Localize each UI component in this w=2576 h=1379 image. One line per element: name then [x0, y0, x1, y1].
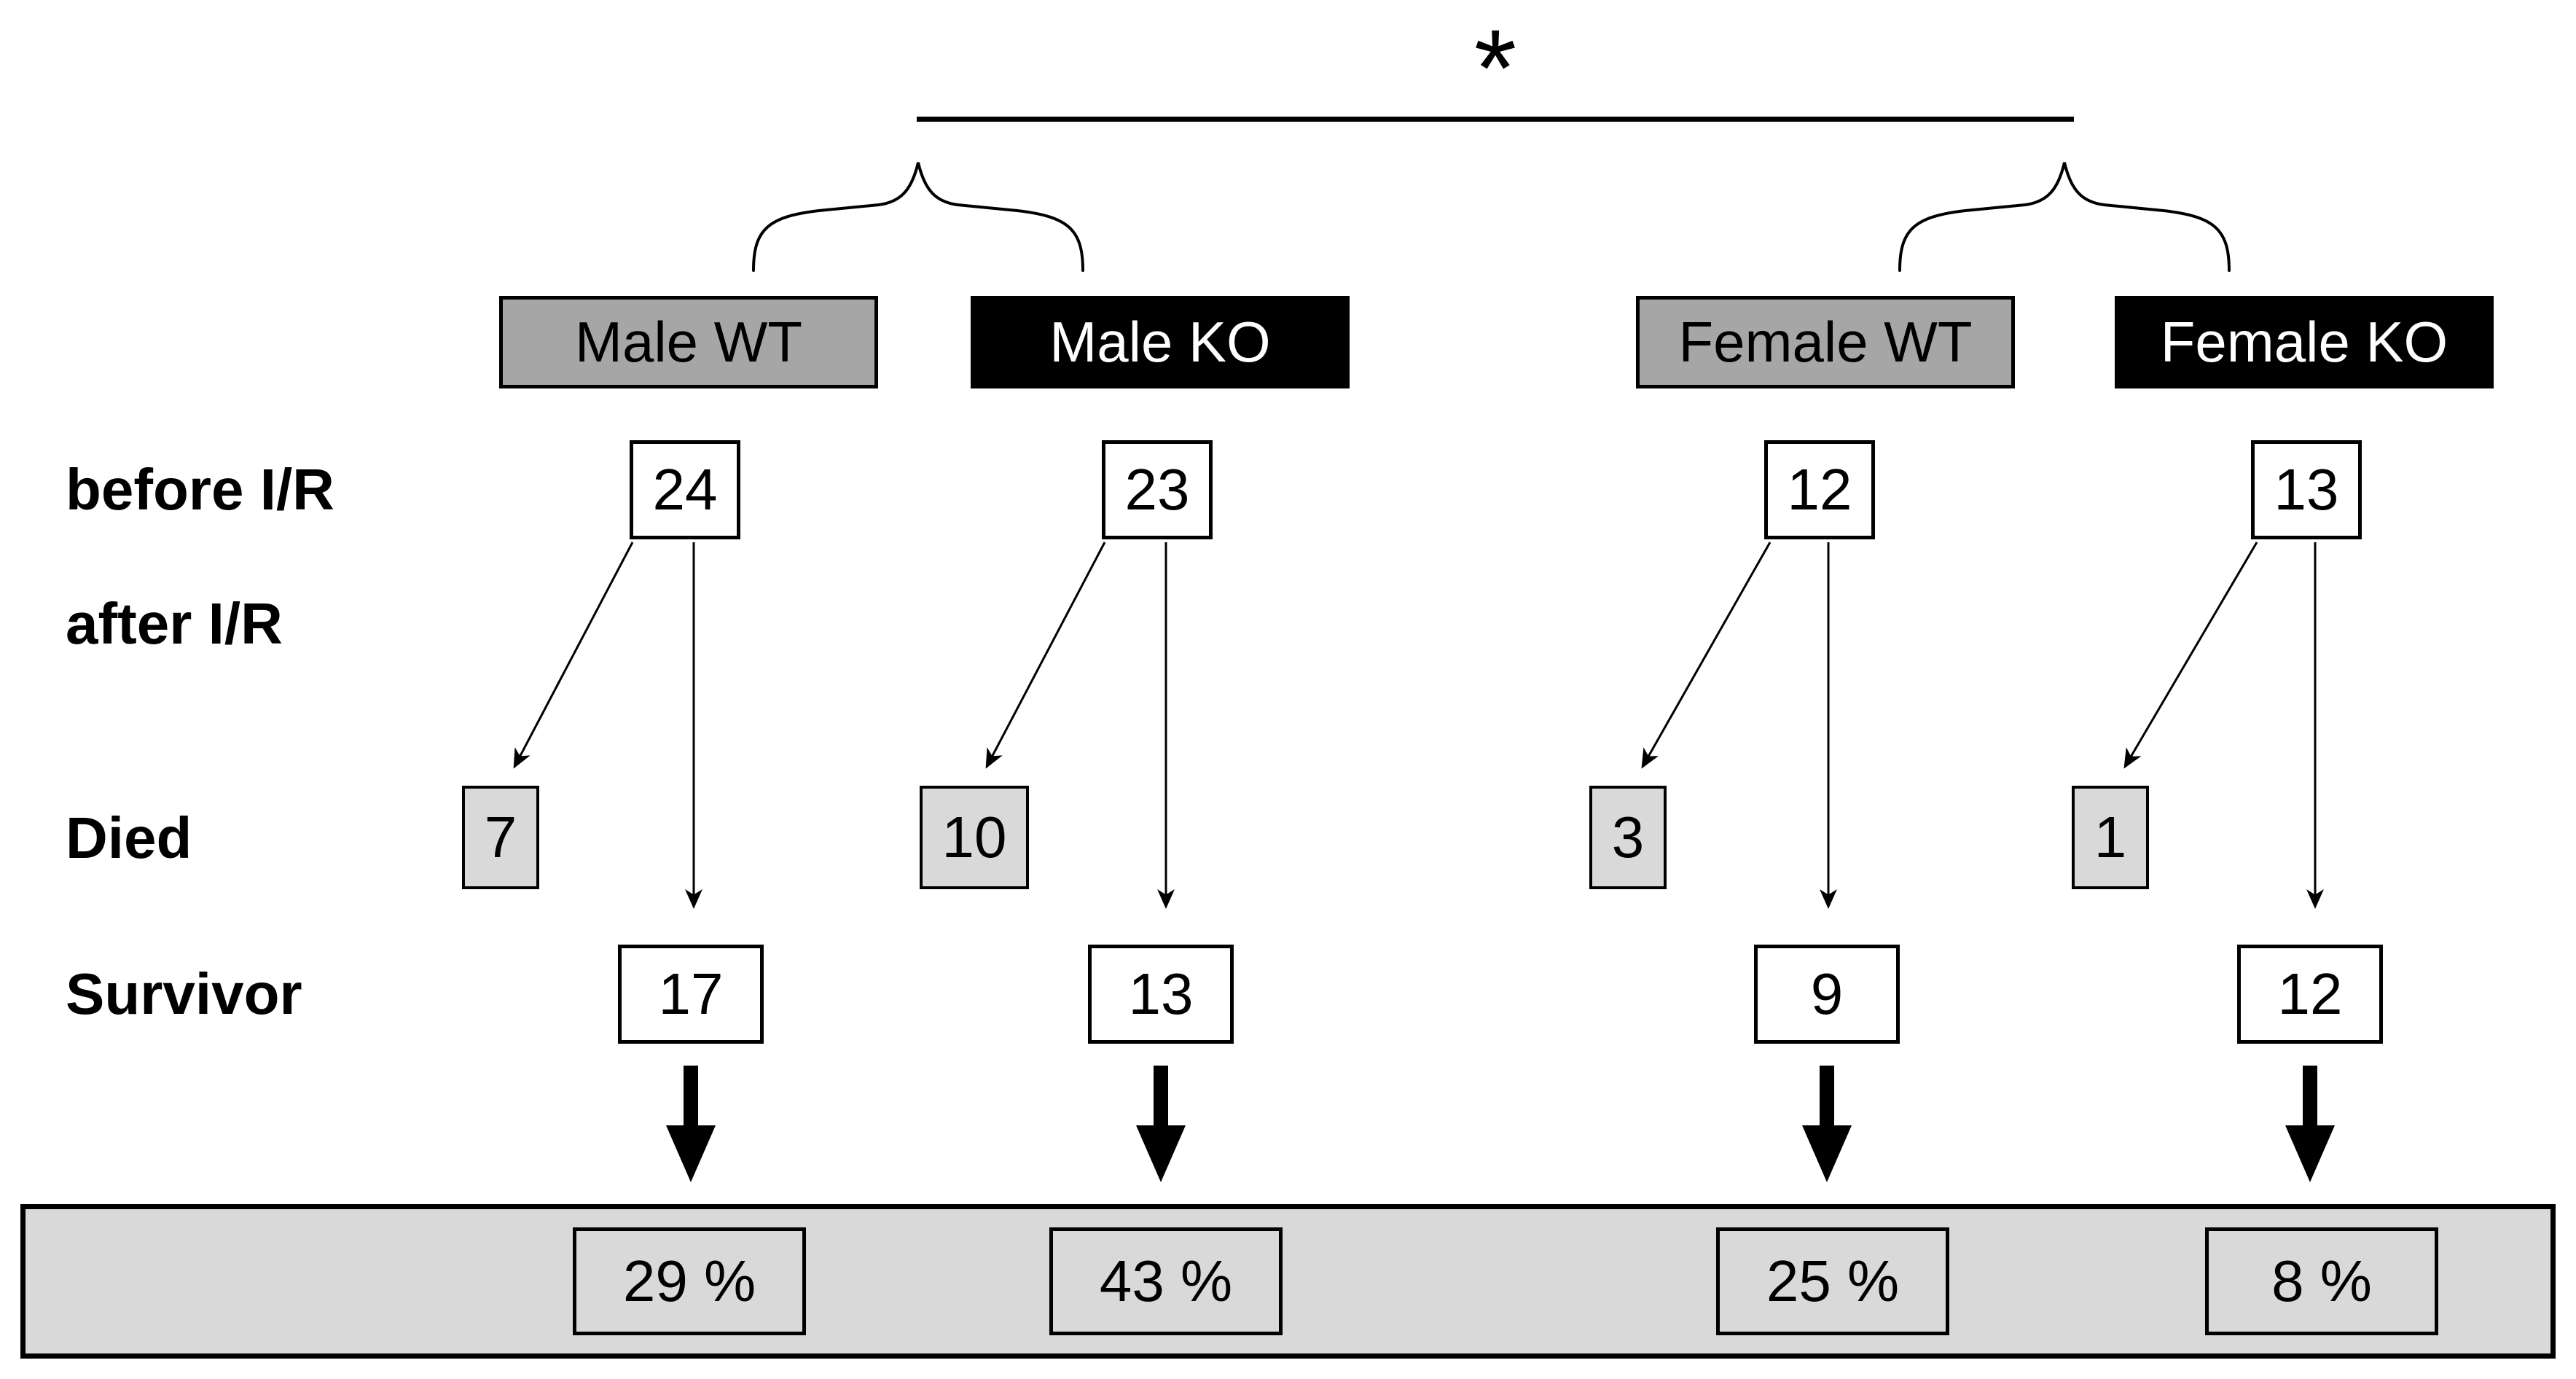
before-count-female-wt: 12 [1764, 440, 1875, 539]
row-label-after-ir: after I/R [66, 591, 283, 656]
header-male-ko: Male KO [971, 296, 1350, 388]
mortality-rate-male-wt: 29 % [573, 1227, 806, 1335]
before-count-female-ko: 13 [2251, 440, 2362, 539]
died-count-male-wt: 7 [462, 786, 539, 889]
arrow-died-female-ko [2123, 542, 2258, 769]
row-label-survivor: Survivor [66, 961, 302, 1026]
row-label-died: Died [66, 805, 192, 870]
mortality-rate-female-wt: 25 % [1716, 1227, 1949, 1335]
mortality-rate-female-ko: 8 % [2205, 1227, 2438, 1335]
arrow-died-male-wt [513, 542, 634, 769]
header-male-wt: Male WT [499, 296, 878, 388]
header-female-ko: Female KO [2115, 296, 2494, 388]
thick-arrow-female-ko [2285, 1066, 2335, 1182]
survivor-count-female-wt: 9 [1754, 945, 1900, 1044]
right-curly-brace [1898, 162, 2231, 272]
survivor-count-female-ko: 12 [2237, 945, 2383, 1044]
arrow-died-male-ko [985, 542, 1106, 769]
before-count-male-wt: 24 [630, 440, 740, 539]
thick-arrow-female-wt [1802, 1066, 1852, 1182]
significance-line [917, 117, 2074, 122]
mortality-rate-bar [20, 1204, 2556, 1359]
arrow-died-female-wt [1641, 542, 1772, 769]
before-count-male-ko: 23 [1102, 440, 1213, 539]
thick-arrow-male-wt [666, 1066, 716, 1182]
survivor-count-male-wt: 17 [618, 945, 764, 1044]
died-count-female-wt: 3 [1589, 786, 1667, 889]
died-count-female-ko: 1 [2072, 786, 2149, 889]
survivor-count-male-ko: 13 [1088, 945, 1234, 1044]
header-female-wt: Female WT [1636, 296, 2015, 388]
significance-asterisk: * [1473, 7, 1517, 129]
mortality-rate-male-ko: 43 % [1049, 1227, 1283, 1335]
thick-arrow-male-ko [1136, 1066, 1186, 1182]
died-count-male-ko: 10 [920, 786, 1029, 889]
row-label-before-ir: before I/R [66, 457, 334, 522]
left-curly-brace [752, 162, 1084, 272]
